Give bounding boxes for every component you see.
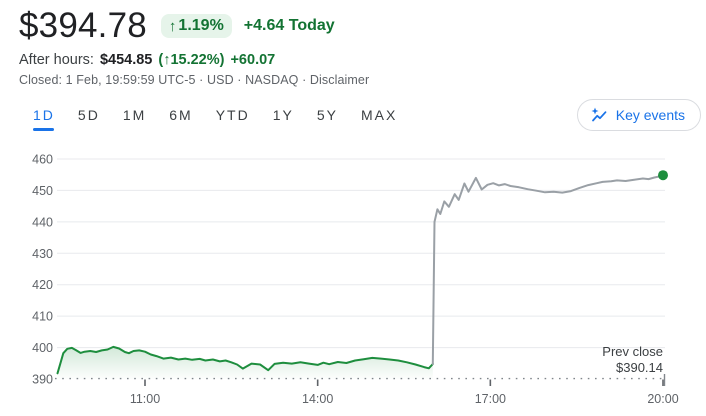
after-hours-line — [431, 174, 664, 365]
regular-session-area — [57, 346, 433, 379]
key-events-button[interactable]: Key events — [576, 99, 701, 131]
regular-session-line — [56, 345, 434, 375]
y-axis-label: 400 — [32, 341, 53, 355]
after-hours-row: After hours: $454.85 (↑15.22%) +60.07 — [19, 52, 706, 68]
change-percent-value: 1.19% — [178, 17, 224, 34]
tab-5d[interactable]: 5D — [77, 107, 100, 123]
latest-price-dot — [658, 170, 668, 181]
x-axis-label: 11:00 — [130, 392, 160, 406]
tab-1m[interactable]: 1M — [122, 107, 147, 123]
tab-max[interactable]: MAX — [360, 107, 398, 123]
y-axis-label: 390 — [32, 373, 53, 387]
up-arrow-icon: ↑ — [168, 17, 177, 35]
key-events-icon — [590, 106, 608, 124]
market-status-text: Closed: 1 Feb, 19:59:59 UTC-5 · USD · NA… — [19, 73, 310, 87]
tab-1d[interactable]: 1D — [33, 107, 55, 131]
price-chart-1d[interactable]: 390 400 410 420 430 440 450 460 11:00 14:00 17:00 2… — [0, 145, 706, 416]
after-hours-label: After hours: — [19, 52, 94, 68]
after-hours-price: $454.85 — [99, 52, 153, 68]
y-axis-label: 460 — [32, 152, 53, 166]
chart-toolbar: 1D 5D 1M 6M YTD 1Y 5Y MAX Key events — [0, 98, 706, 132]
prev-close-label: Prev close — [602, 344, 663, 359]
market-status-row: Closed: 1 Feb, 19:59:59 UTC-5 · USD · NA… — [19, 73, 706, 87]
y-axis-label: 430 — [32, 247, 53, 261]
quote-header: $394.78 ↑ 1.19% +4.64 Today After hours:… — [0, 0, 706, 88]
range-tabs: 1D 5D 1M 6M YTD 1Y 5Y MAX — [33, 107, 398, 131]
after-hours-change-percent: (↑15.22%) — [158, 52, 225, 68]
y-axis-label: 440 — [32, 215, 53, 229]
stock-price: $394.78 — [19, 6, 147, 45]
y-axis-label: 420 — [32, 278, 53, 292]
x-axis-label: 20:00 — [647, 392, 678, 406]
disclaimer-link[interactable]: Disclaimer — [309, 73, 370, 87]
price-row: $394.78 ↑ 1.19% +4.64 Today — [19, 7, 706, 45]
tab-5y[interactable]: 5Y — [316, 107, 338, 123]
y-axis-label: 450 — [32, 184, 53, 198]
change-today: +4.64 Today — [243, 17, 335, 34]
after-hours-change-abs: +60.07 — [230, 52, 276, 68]
y-axis-label: 410 — [32, 310, 53, 324]
tab-6m[interactable]: 6M — [169, 107, 193, 123]
change-percent-badge: ↑ 1.19% — [160, 14, 232, 38]
x-axis-label: 14:00 — [302, 392, 333, 406]
tab-1y[interactable]: 1Y — [272, 107, 294, 123]
x-axis-label: 17:00 — [475, 392, 506, 406]
tab-ytd[interactable]: YTD — [215, 107, 250, 123]
key-events-label: Key events — [615, 107, 685, 123]
prev-close-value: $390.14 — [616, 360, 663, 375]
